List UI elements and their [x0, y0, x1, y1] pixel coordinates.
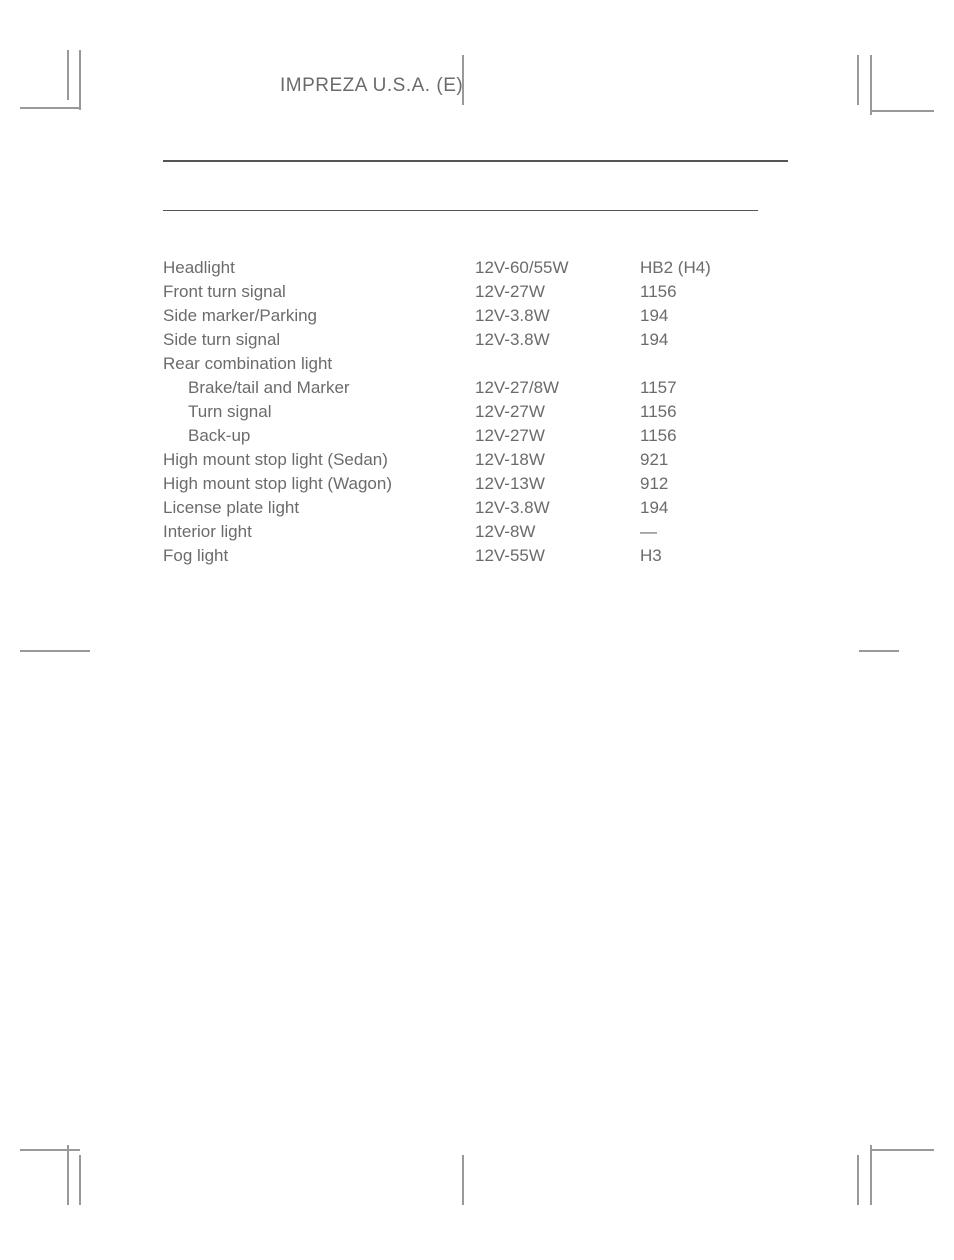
bulb-wattage: 12V-27/8W [475, 376, 640, 400]
table-row: Turn signal12V-27W1156 [163, 400, 758, 424]
bulb-wattage [475, 352, 640, 376]
bulb-number: 912 [640, 472, 758, 496]
section-rule-thin [163, 210, 758, 211]
crop-mark [20, 107, 80, 109]
bulb-number: 921 [640, 448, 758, 472]
bulb-name: Side marker/Parking [163, 304, 475, 328]
table-row: Brake/tail and Marker12V-27/8W1157 [163, 376, 758, 400]
table-row: Side turn signal12V-3.8W194 [163, 328, 758, 352]
bulb-name: Turn signal [163, 400, 475, 424]
crop-mark [870, 55, 872, 115]
content-area: Headlight12V-60/55WHB2 (H4)Front turn si… [163, 160, 788, 568]
table-row: Rear combination light [163, 352, 758, 376]
table-row: Interior light12V-8W— [163, 520, 758, 544]
bulb-number: 1156 [640, 280, 758, 304]
crop-mark [79, 50, 81, 110]
bulb-wattage: 12V-27W [475, 400, 640, 424]
crop-mark [20, 650, 90, 652]
table-row: License plate light12V-3.8W194 [163, 496, 758, 520]
table-row: Fog light12V-55WH3 [163, 544, 758, 568]
crop-mark [857, 55, 859, 105]
table-row: High mount stop light (Sedan)12V-18W921 [163, 448, 758, 472]
bulb-name: Headlight [163, 256, 475, 280]
bulb-wattage: 12V-3.8W [475, 328, 640, 352]
bulb-number: 1156 [640, 424, 758, 448]
bulb-name: Back-up [163, 424, 475, 448]
crop-mark [79, 1155, 81, 1205]
table-row: Front turn signal12V-27W1156 [163, 280, 758, 304]
bulb-number: 1156 [640, 400, 758, 424]
bulb-wattage: 12V-27W [475, 280, 640, 304]
bulb-wattage: 12V-8W [475, 520, 640, 544]
bulb-number: 194 [640, 496, 758, 520]
bulb-wattage: 12V-3.8W [475, 304, 640, 328]
bulb-number: 194 [640, 304, 758, 328]
bulb-wattage: 12V-27W [475, 424, 640, 448]
bulb-name: High mount stop light (Wagon) [163, 472, 475, 496]
crop-mark [859, 650, 899, 652]
bulb-number: HB2 (H4) [640, 256, 758, 280]
bulb-name: High mount stop light (Sedan) [163, 448, 475, 472]
bulb-name: Side turn signal [163, 328, 475, 352]
bulb-name: Fog light [163, 544, 475, 568]
table-row: Side marker/Parking12V-3.8W194 [163, 304, 758, 328]
bulb-number: 1157 [640, 376, 758, 400]
crop-mark [20, 1149, 80, 1151]
crop-mark [67, 50, 69, 100]
bulb-wattage: 12V-13W [475, 472, 640, 496]
crop-mark [871, 110, 934, 112]
section-rule-thick [163, 160, 788, 162]
bulb-number: 194 [640, 328, 758, 352]
table-row: Headlight12V-60/55WHB2 (H4) [163, 256, 758, 280]
bulb-number: — [640, 520, 758, 544]
bulb-wattage: 12V-3.8W [475, 496, 640, 520]
bulb-number [640, 352, 758, 376]
bulb-chart-table: Headlight12V-60/55WHB2 (H4)Front turn si… [163, 256, 758, 568]
table-row: Back-up12V-27W1156 [163, 424, 758, 448]
bulb-name: License plate light [163, 496, 475, 520]
table-row: High mount stop light (Wagon)12V-13W912 [163, 472, 758, 496]
bulb-wattage: 12V-60/55W [475, 256, 640, 280]
bulb-name: Interior light [163, 520, 475, 544]
bulb-wattage: 12V-55W [475, 544, 640, 568]
crop-mark [67, 1145, 69, 1205]
bulb-name: Front turn signal [163, 280, 475, 304]
bulb-name: Brake/tail and Marker [163, 376, 475, 400]
crop-mark [870, 1145, 872, 1205]
bulb-wattage: 12V-18W [475, 448, 640, 472]
crop-mark [857, 1155, 859, 1205]
page-header: IMPREZA U.S.A. (E) [280, 75, 463, 97]
crop-mark [462, 1155, 464, 1205]
bulb-number: H3 [640, 544, 758, 568]
bulb-name: Rear combination light [163, 352, 475, 376]
crop-mark [871, 1149, 934, 1151]
